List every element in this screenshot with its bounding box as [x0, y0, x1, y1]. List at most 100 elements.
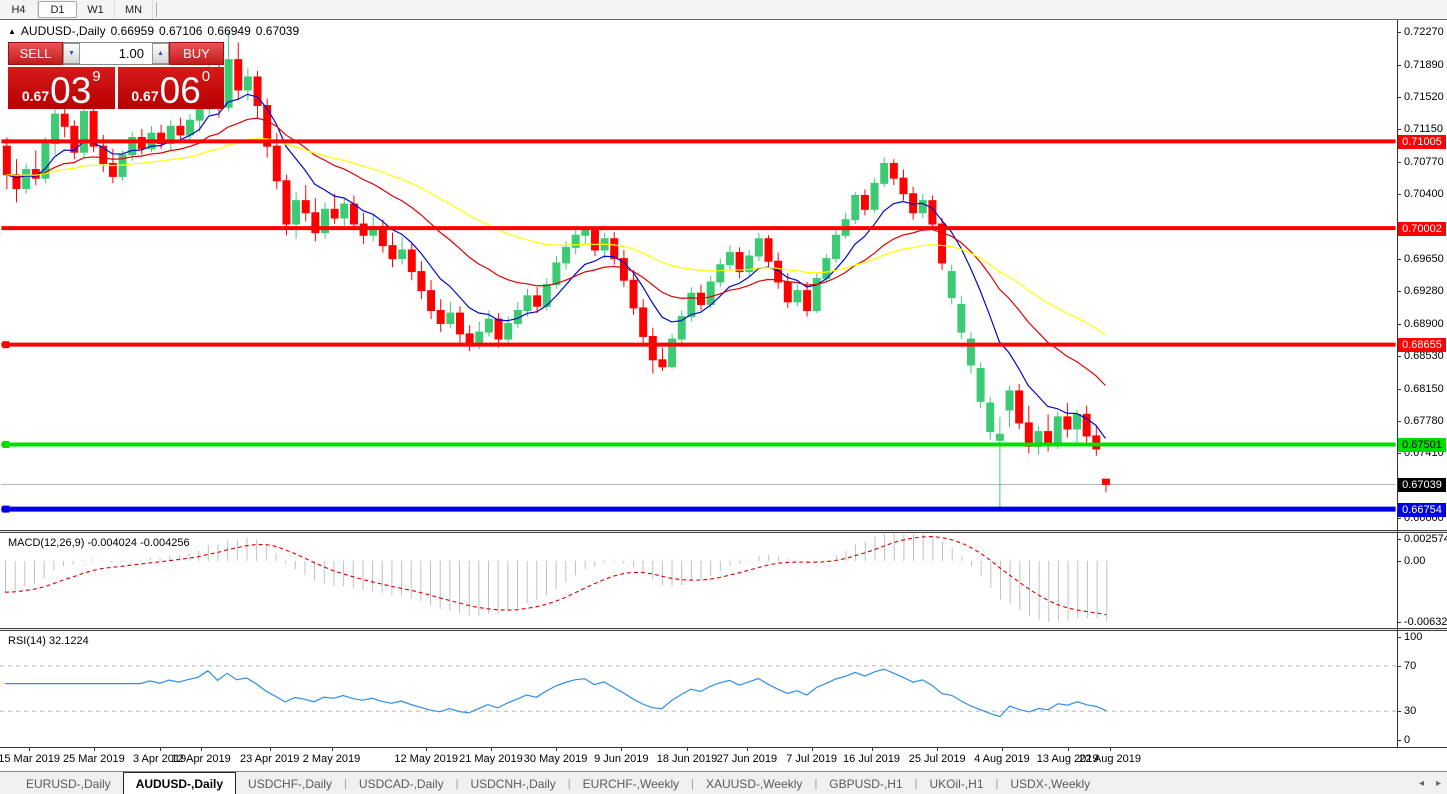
date-tick-label: 15 Mar 2019 — [0, 753, 61, 765]
level-handle-0.68655 — [2, 341, 10, 349]
candle-body — [349, 203, 358, 225]
candle-body — [455, 312, 464, 335]
tab-scroll-left-icon[interactable]: ◂ — [1418, 777, 1424, 789]
volume-decrease-button[interactable]: ▼ — [63, 43, 80, 64]
date-tick-label: 12 May 2019 — [394, 753, 458, 765]
volume-increase-button[interactable]: ▲ — [152, 43, 169, 64]
ask-price-box[interactable]: 0.67 06 0 — [117, 67, 224, 109]
volume-input[interactable]: 1.00 — [80, 43, 152, 64]
price-level-tag[interactable]: 0.70002 — [1398, 221, 1446, 236]
candle-body — [1092, 435, 1101, 450]
timeframe-h4[interactable]: H4 — [0, 0, 38, 19]
price-tick-label: 0.68150 — [1404, 383, 1444, 396]
candle-body — [918, 200, 927, 214]
timeframe-w1[interactable]: W1 — [77, 0, 115, 19]
candle-body — [22, 169, 31, 190]
tab-separator: | — [691, 777, 694, 790]
chart-tab-eurusd-daily[interactable]: EURUSD-,Daily — [26, 776, 111, 791]
chart-tab-xauusd-weekly[interactable]: XAUUSD-,Weekly — [705, 776, 803, 791]
macd-tick-mark — [1397, 560, 1401, 562]
price-level-tag[interactable]: 0.71005 — [1398, 134, 1446, 149]
chart-tab-usdchf-daily[interactable]: USDCHF-,Daily — [248, 776, 333, 791]
chart-tab-eurchf-weekly[interactable]: EURCHF-,Weekly — [582, 776, 680, 791]
macd-signal-line — [4, 535, 1107, 616]
candle-body — [1063, 416, 1072, 430]
date-tick-mark — [1110, 748, 1112, 751]
chart-tab-usdcad-daily[interactable]: USDCAD-,Daily — [358, 776, 444, 791]
price-tick-mark — [1397, 389, 1401, 391]
price-tick-mark — [1397, 162, 1401, 163]
ohlc-high: 0.67106 — [159, 24, 203, 38]
candle-body — [70, 125, 79, 153]
candle-body — [243, 76, 252, 91]
candle-body — [1053, 416, 1062, 444]
candle-body — [407, 249, 416, 273]
candle-body — [677, 316, 686, 340]
bid-price-box[interactable]: 0.67 03 9 — [8, 67, 115, 109]
candle-body — [263, 105, 272, 147]
current-price-tag: 0.67039 — [1398, 478, 1446, 493]
collapse-icon[interactable]: ▲ — [8, 26, 16, 36]
price-tick-label: 0.69650 — [1404, 253, 1444, 266]
price-axis-border — [1397, 20, 1398, 747]
candle-body — [552, 262, 561, 286]
ask-base: 0.67 — [131, 88, 159, 104]
timeframe-d1[interactable]: D1 — [38, 1, 77, 18]
candle-body — [774, 260, 783, 283]
chart-tab-usdx-weekly[interactable]: USDX-,Weekly — [1010, 776, 1091, 791]
buy-button[interactable]: BUY — [169, 42, 224, 65]
candle-body — [436, 310, 445, 324]
timeframe-mn[interactable]: MN — [115, 0, 153, 19]
chart-tab-audusd-daily[interactable]: AUDUSD-,Daily — [122, 772, 237, 794]
date-axis[interactable]: 15 Mar 2019 25 Mar 2019 3 Apr 2019 12 Apr 2… — [0, 747, 1447, 772]
candle-body — [870, 182, 879, 210]
price-chart[interactable] — [0, 21, 1397, 531]
sell-button[interactable]: SELL — [8, 42, 63, 65]
rsi-tick-label: 0 — [1404, 734, 1411, 746]
candle-body — [195, 108, 204, 121]
tab-scroll-right-icon[interactable]: ▸ — [1435, 777, 1441, 789]
candle-body — [398, 249, 407, 260]
tab-separator: | — [814, 777, 818, 790]
one-click-trade-panel: SELL ▼ 1.00 ▲ BUY 0.67 03 9 0.67 06 0 — [8, 42, 224, 109]
candle-body — [176, 125, 185, 136]
rsi-line — [5, 668, 1107, 718]
rsi-chart[interactable] — [0, 631, 1397, 747]
date-tick-mark — [93, 748, 95, 751]
tab-separator: | — [344, 777, 347, 790]
candle-body — [735, 252, 744, 273]
price-tick-label: 0.71890 — [1404, 58, 1444, 71]
price-tick-mark — [1397, 194, 1401, 196]
candle-body — [340, 203, 349, 219]
candle-body — [590, 229, 599, 251]
price-tick-label: 0.71520 — [1404, 91, 1444, 103]
candle-body — [562, 246, 571, 264]
price-level-tag[interactable]: 0.67501 — [1398, 438, 1446, 453]
chart-tab-bar: EURUSD-,Daily AUDUSD-,Daily USDCHF-,Daily |… — [0, 771, 1447, 794]
candle-body — [1073, 413, 1082, 430]
chart-tab-ukoil-h1[interactable]: UKOil-,H1 — [929, 776, 984, 791]
price-tick-mark — [1397, 356, 1401, 358]
date-tick-label: 25 Jul 2019 — [908, 753, 966, 765]
macd-pane-splitter[interactable] — [0, 530, 1447, 533]
macd-chart[interactable] — [0, 533, 1397, 629]
chart-stage: ▲ AUDUSD-,Daily 0.66959 0.67106 0.66949 … — [0, 19, 1447, 794]
macd-tick-mark — [1397, 622, 1401, 623]
candle-body — [976, 367, 985, 402]
candle-body — [224, 59, 233, 108]
tab-separator: | — [914, 777, 918, 790]
candle-body — [1015, 390, 1024, 424]
price-tick-label: 0.70770 — [1404, 156, 1444, 168]
date-tick-label: 27 Jun 2019 — [716, 753, 778, 765]
price-level-tag[interactable]: 0.68655 — [1398, 338, 1446, 353]
candle-body — [889, 162, 898, 179]
rsi-pane-splitter[interactable] — [0, 628, 1447, 631]
candle-body — [108, 162, 117, 177]
candle-body — [754, 238, 763, 257]
chart-tab-gbpusd-h1[interactable]: GBPUSD-,H1 — [829, 776, 903, 791]
chart-tab-usdcnh-daily[interactable]: USDCNH-,Daily — [470, 776, 556, 791]
bid-pip-digit: 9 — [92, 68, 101, 85]
date-tick-label: 13 Aug 2019 — [1036, 753, 1099, 765]
price-level-tag[interactable]: 0.66754 — [1398, 503, 1446, 518]
